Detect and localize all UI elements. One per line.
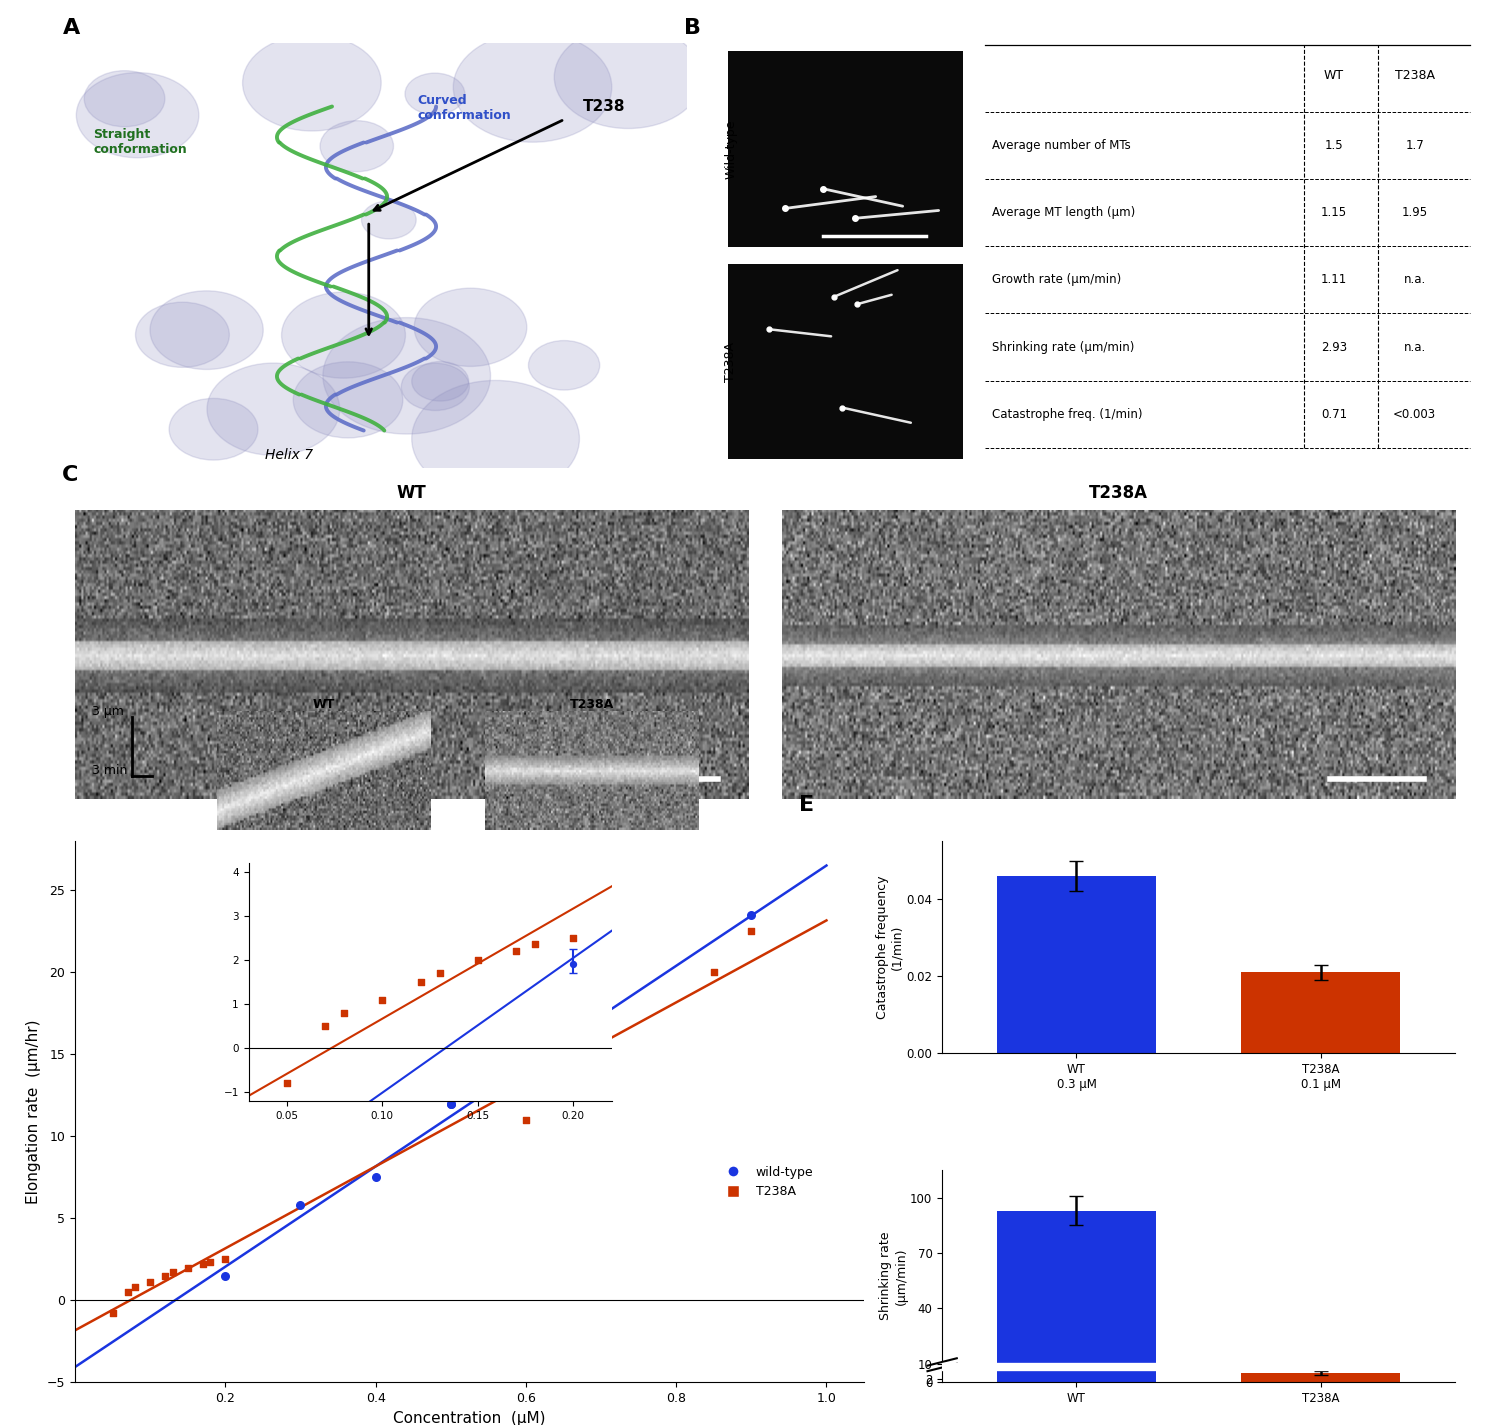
Text: 1.11: 1.11 xyxy=(1320,274,1347,286)
Text: 3 μm: 3 μm xyxy=(93,705,124,718)
Point xyxy=(740,903,764,926)
Text: <0.003: <0.003 xyxy=(1394,408,1435,420)
Circle shape xyxy=(362,201,416,239)
Text: T238A: T238A xyxy=(724,342,738,382)
Point xyxy=(190,1253,214,1275)
Text: Shrinking rate (μm/min): Shrinking rate (μm/min) xyxy=(993,341,1134,353)
Circle shape xyxy=(170,399,258,460)
Circle shape xyxy=(282,292,405,378)
Text: Helix 7: Helix 7 xyxy=(266,449,314,462)
Text: Curved
conformation: Curved conformation xyxy=(417,94,512,121)
Circle shape xyxy=(84,71,165,127)
Circle shape xyxy=(413,362,468,400)
Text: E: E xyxy=(798,795,813,815)
Y-axis label: Catastrophe frequency
(1/min): Catastrophe frequency (1/min) xyxy=(876,875,903,1019)
Point xyxy=(160,1261,184,1284)
FancyBboxPatch shape xyxy=(728,264,963,459)
Text: T238A: T238A xyxy=(1089,485,1148,502)
Point xyxy=(123,1275,147,1298)
Text: Average MT length (μm): Average MT length (μm) xyxy=(993,207,1136,219)
Text: WT: WT xyxy=(396,485,426,502)
Bar xyxy=(998,876,1156,1053)
FancyBboxPatch shape xyxy=(728,51,963,247)
Text: 3 min: 3 min xyxy=(93,764,128,778)
Text: Catastrophe freq. (1/min): Catastrophe freq. (1/min) xyxy=(993,408,1143,420)
Text: n.a.: n.a. xyxy=(1404,341,1425,353)
Circle shape xyxy=(76,73,200,158)
Text: Average number of MTs: Average number of MTs xyxy=(993,140,1131,152)
Text: T238: T238 xyxy=(584,98,626,114)
Circle shape xyxy=(405,73,465,114)
Circle shape xyxy=(243,34,381,131)
Bar xyxy=(1242,972,1400,1053)
Point xyxy=(438,1092,462,1114)
Circle shape xyxy=(292,362,404,437)
Text: WT: WT xyxy=(1324,68,1344,81)
Circle shape xyxy=(320,121,393,171)
Text: 2.93: 2.93 xyxy=(1322,341,1347,353)
Text: 0.71: 0.71 xyxy=(1322,408,1347,420)
Text: T238A: T238A xyxy=(1395,68,1434,81)
Y-axis label: Elongation rate  (μm/hr): Elongation rate (μm/hr) xyxy=(26,1019,40,1204)
Point xyxy=(438,1092,462,1114)
Text: n.a.: n.a. xyxy=(1404,274,1425,286)
Point xyxy=(198,1250,222,1273)
Circle shape xyxy=(413,380,579,497)
Circle shape xyxy=(414,288,526,366)
X-axis label: Concentration  (μM): Concentration (μM) xyxy=(393,1411,546,1425)
Point xyxy=(740,921,764,943)
Bar xyxy=(998,1211,1156,1382)
Point xyxy=(213,1264,237,1287)
Point xyxy=(590,1052,613,1074)
Point xyxy=(514,1067,538,1090)
Circle shape xyxy=(555,26,702,128)
Circle shape xyxy=(135,302,230,368)
Legend: wild-type, T238A: wild-type, T238A xyxy=(716,1160,819,1203)
Text: A: A xyxy=(63,19,80,38)
Y-axis label: Shrinking rate
(μm/min): Shrinking rate (μm/min) xyxy=(879,1233,908,1321)
Text: C: C xyxy=(62,465,78,484)
Text: B: B xyxy=(684,19,700,38)
Circle shape xyxy=(453,33,612,143)
Circle shape xyxy=(150,291,262,369)
Point xyxy=(116,1281,140,1304)
Point xyxy=(213,1248,237,1271)
Point xyxy=(514,1109,538,1131)
Circle shape xyxy=(528,341,600,390)
Text: 1.7: 1.7 xyxy=(1406,140,1423,152)
Point xyxy=(702,960,726,983)
Point xyxy=(153,1264,177,1287)
Circle shape xyxy=(322,318,490,435)
Point xyxy=(363,1166,387,1188)
Point xyxy=(100,1302,124,1325)
Text: Growth rate (μm/min): Growth rate (μm/min) xyxy=(993,274,1122,286)
Point xyxy=(138,1271,162,1294)
Point xyxy=(514,1059,538,1082)
Bar xyxy=(1242,1374,1400,1382)
Circle shape xyxy=(207,363,339,455)
Text: Straight
conformation: Straight conformation xyxy=(93,128,188,155)
Circle shape xyxy=(402,363,470,410)
Text: 1.95: 1.95 xyxy=(1401,207,1428,219)
Point xyxy=(288,1194,312,1217)
Point xyxy=(176,1255,200,1278)
Text: 1.5: 1.5 xyxy=(1324,140,1342,152)
Text: Wild-type: Wild-type xyxy=(724,120,738,178)
Text: 1.15: 1.15 xyxy=(1322,207,1347,219)
